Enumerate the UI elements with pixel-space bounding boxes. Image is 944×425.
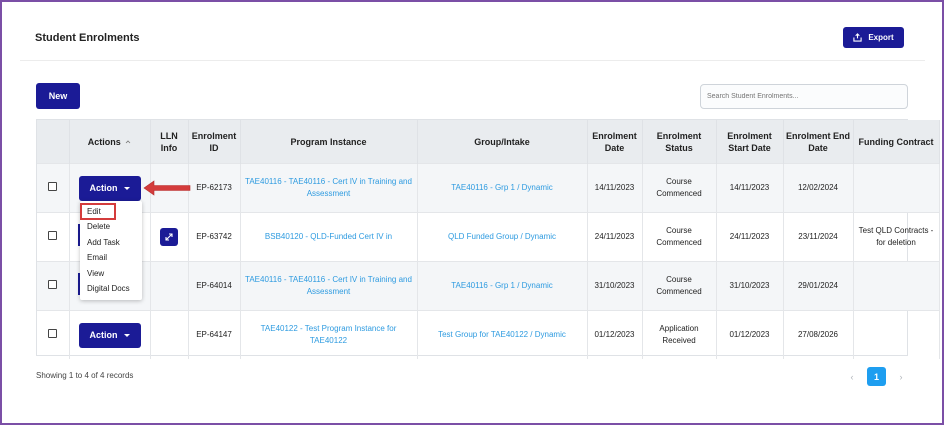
enrolment-end-date: 23/11/2024 xyxy=(783,212,854,262)
menu-item-view[interactable]: View xyxy=(87,268,105,278)
enrolment-id: EP-63742 xyxy=(188,212,241,262)
lln-info-cell xyxy=(150,310,189,359)
group-intake-link[interactable]: TAE40116 - Grp 1 / Dynamic xyxy=(417,261,588,311)
table-row: Action EP-64147 TAE40122 - Test Program … xyxy=(37,310,940,359)
funding-contract xyxy=(853,310,940,359)
action-dropdown-menu: Edit Delete Add Task Email View Digital … xyxy=(80,201,142,300)
action-button-stub xyxy=(78,224,81,246)
new-button[interactable]: New xyxy=(36,83,80,109)
export-button[interactable]: Export xyxy=(843,27,904,48)
col-select xyxy=(37,120,70,164)
action-button-label: Action xyxy=(89,330,118,340)
page-title: Student Enrolments xyxy=(35,32,140,44)
enrolment-status: Application Received xyxy=(642,310,717,359)
col-funding-contract[interactable]: Funding Contract xyxy=(853,120,940,164)
sort-icon xyxy=(125,139,131,143)
enrolment-id: EP-62173 xyxy=(188,163,241,213)
red-arrow-annotation xyxy=(143,180,191,196)
col-actions[interactable]: Actions xyxy=(69,120,151,164)
enrolment-date: 14/11/2023 xyxy=(587,163,643,213)
menu-item-edit[interactable]: Edit xyxy=(80,203,116,220)
enrolment-id: EP-64014 xyxy=(188,261,241,311)
menu-item-add-task[interactable]: Add Task xyxy=(87,237,120,247)
program-instance-link[interactable]: BSB40120 - QLD-Funded Cert IV in xyxy=(240,212,418,262)
col-group-intake[interactable]: Group/Intake xyxy=(417,120,588,164)
enrolment-date: 31/10/2023 xyxy=(587,261,643,311)
table-row: EP-63742 BSB40120 - QLD-Funded Cert IV i… xyxy=(37,212,940,262)
enrolment-date: 01/12/2023 xyxy=(587,310,643,359)
group-intake-link[interactable]: QLD Funded Group / Dynamic xyxy=(417,212,588,262)
enrolment-start-date: 01/12/2023 xyxy=(716,310,784,359)
caret-down-icon xyxy=(123,186,130,190)
col-enrolment-start-date[interactable]: Enrolment Start Date xyxy=(716,120,784,164)
row-checkbox[interactable] xyxy=(48,279,58,289)
records-summary: Showing 1 to 4 of 4 records xyxy=(36,371,134,380)
col-enrolment-date[interactable]: Enrolment Date xyxy=(587,120,643,164)
caret-down-icon xyxy=(123,333,130,337)
expand-icon[interactable] xyxy=(160,228,178,246)
header-divider xyxy=(20,60,925,61)
table-row: EP-64014 TAE40116 - TAE40116 - Cert IV i… xyxy=(37,261,940,311)
action-button-stub xyxy=(78,273,81,295)
enrolment-date: 24/11/2023 xyxy=(587,212,643,262)
menu-item-email[interactable]: Email xyxy=(87,253,108,262)
export-label: Export xyxy=(868,33,894,42)
program-instance-link[interactable]: TAE40116 - TAE40116 - Cert IV in Trainin… xyxy=(240,163,418,213)
action-button[interactable]: Action xyxy=(78,322,141,348)
menu-item-delete[interactable]: Delete xyxy=(87,222,111,231)
group-intake-link[interactable]: Test Group for TAE40122 / Dynamic xyxy=(417,310,588,359)
enrolment-end-date: 29/01/2024 xyxy=(783,261,854,311)
next-page-icon[interactable]: › xyxy=(899,371,903,382)
enrolment-status: Course Commenced xyxy=(642,261,717,311)
funding-contract xyxy=(853,261,940,311)
action-button-label: Action xyxy=(89,183,118,193)
prev-page-icon[interactable]: ‹ xyxy=(850,371,854,382)
enrolment-status: Course Commenced xyxy=(642,163,717,213)
enrolment-end-date: 12/02/2024 xyxy=(783,163,854,213)
col-actions-label: Actions xyxy=(87,136,121,147)
funding-contract: Test QLD Contracts - for deletion xyxy=(853,212,940,262)
enrolment-start-date: 31/10/2023 xyxy=(716,261,784,311)
lln-info-cell xyxy=(150,261,189,311)
program-instance-link[interactable]: TAE40122 - Test Program Instance for TAE… xyxy=(240,310,418,359)
menu-item-digital-docs[interactable]: Digital Docs xyxy=(87,284,130,293)
enrolment-start-date: 24/11/2023 xyxy=(716,212,784,262)
enrolment-end-date: 27/08/2026 xyxy=(783,310,854,359)
pagination: ‹ 1 › xyxy=(845,367,908,386)
table-header-row: Actions LLN Info Enrolment ID Program In… xyxy=(37,120,940,164)
col-lln-info[interactable]: LLN Info xyxy=(150,120,189,164)
col-program-instance[interactable]: Program Instance xyxy=(240,120,418,164)
row-checkbox[interactable] xyxy=(48,181,58,191)
search-input[interactable] xyxy=(700,84,908,109)
page-number-1[interactable]: 1 xyxy=(867,367,886,386)
row-checkbox[interactable] xyxy=(48,328,58,338)
group-intake-link[interactable]: TAE40116 - Grp 1 / Dynamic xyxy=(417,163,588,213)
funding-contract xyxy=(853,163,940,213)
enrolment-status: Course Commenced xyxy=(642,212,717,262)
col-enrolment-end-date[interactable]: Enrolment End Date xyxy=(783,120,854,164)
enrolment-id: EP-64147 xyxy=(188,310,241,359)
col-enrolment-status[interactable]: Enrolment Status xyxy=(642,120,717,164)
program-instance-link[interactable]: TAE40116 - TAE40116 - Cert IV in Trainin… xyxy=(240,261,418,311)
col-enrolment-id[interactable]: Enrolment ID xyxy=(188,120,241,164)
enrolments-table: Actions LLN Info Enrolment ID Program In… xyxy=(36,119,940,359)
enrolment-start-date: 14/11/2023 xyxy=(716,163,784,213)
export-icon xyxy=(853,33,862,42)
action-button[interactable]: Action xyxy=(78,175,141,201)
row-checkbox[interactable] xyxy=(48,230,58,240)
